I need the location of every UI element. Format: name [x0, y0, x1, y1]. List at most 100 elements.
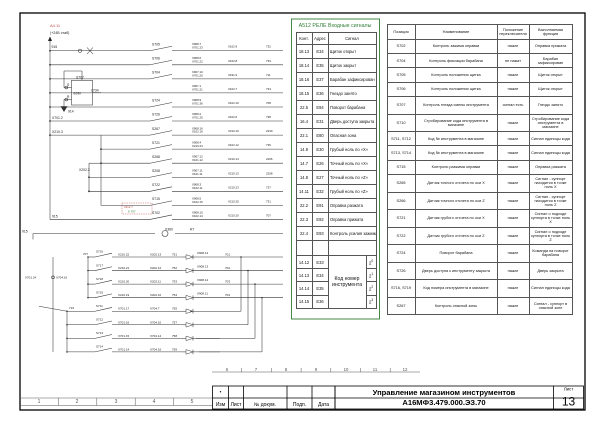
svg-text:915: 915 — [52, 45, 58, 49]
svg-text:4: 4 — [153, 399, 156, 405]
svg-text:701: 701 — [225, 253, 230, 257]
svg-text:X210.22: X210.22 — [118, 253, 130, 257]
svg-text:X102.14: X102.14 — [192, 214, 203, 218]
svg-text:S715: S715 — [152, 197, 160, 201]
svg-text:X210.3: X210.3 — [52, 130, 63, 134]
svg-text:X701.17: X701.17 — [118, 307, 130, 311]
svg-text:S: S — [67, 83, 70, 87]
svg-text:711: 711 — [266, 73, 271, 77]
svg-text:719: 719 — [69, 306, 74, 310]
svg-text:X102.10: X102.10 — [228, 101, 239, 105]
svg-text:X101.12: X101.12 — [192, 158, 203, 162]
svg-text:704: 704 — [225, 293, 230, 297]
svg-text:3112.7: 3112.7 — [124, 205, 133, 209]
svg-text:755: 755 — [172, 307, 177, 311]
svg-text:736: 736 — [266, 143, 271, 147]
svg-text:Лист: Лист — [564, 387, 573, 392]
svg-text:X701.2: X701.2 — [52, 116, 63, 120]
svg-text:S702: S702 — [152, 211, 160, 215]
svg-text:758: 758 — [172, 334, 177, 338]
svg-text:X701.22: X701.22 — [192, 59, 203, 63]
svg-text:X191.9: X191.9 — [228, 73, 238, 77]
svg-text:738: 738 — [266, 115, 271, 119]
svg-text:8: 8 — [285, 367, 288, 372]
svg-text:751: 751 — [172, 253, 177, 257]
svg-text:733: 733 — [266, 59, 271, 63]
svg-text:737: 737 — [266, 185, 271, 189]
svg-text:754: 754 — [172, 293, 177, 297]
svg-text:3: 3 — [115, 399, 118, 405]
svg-text:Изм: Изм — [216, 402, 226, 408]
svg-text:(+24В стаб): (+24В стаб) — [50, 31, 69, 35]
svg-text:X704.14: X704.14 — [150, 334, 162, 338]
svg-text:X102.15: X102.15 — [192, 200, 203, 204]
svg-text:734: 734 — [93, 89, 99, 93]
svg-text:X210.10: X210.10 — [228, 129, 239, 133]
svg-text:А4.11: А4.11 — [50, 23, 61, 28]
svg-text:X701.21: X701.21 — [192, 88, 203, 92]
svg-text:752: 752 — [172, 266, 177, 270]
svg-text:X360: X360 — [165, 228, 173, 232]
svg-text:X202.10: X202.10 — [150, 293, 162, 297]
svg-text:2206: 2206 — [266, 157, 273, 161]
svg-text:S707: S707 — [76, 76, 84, 80]
svg-text:707: 707 — [266, 213, 271, 217]
svg-text:731: 731 — [266, 199, 271, 203]
svg-text:X202.11: X202.11 — [150, 280, 161, 284]
svg-text:914: 914 — [68, 110, 74, 114]
svg-text:734: 734 — [266, 87, 271, 91]
svg-text:S719: S719 — [96, 290, 103, 294]
svg-text:X210.25: X210.25 — [228, 199, 239, 203]
svg-text:S716: S716 — [96, 250, 103, 254]
svg-text:R7: R7 — [190, 228, 194, 232]
svg-text:2230: 2230 — [266, 129, 273, 133]
svg-text:X162.9: X162.9 — [228, 45, 238, 49]
svg-text:703: 703 — [225, 280, 230, 284]
svg-text:S267: S267 — [152, 127, 160, 131]
svg-text:Лист: Лист — [231, 402, 243, 408]
svg-text:702: 702 — [225, 266, 230, 270]
svg-text:7: 7 — [255, 367, 258, 372]
svg-text:9: 9 — [315, 367, 318, 372]
svg-text:X704.16: X704.16 — [150, 347, 162, 351]
svg-text:1: 1 — [38, 399, 41, 405]
svg-text:X704.10: X704.10 — [150, 320, 162, 324]
svg-text:X701.16: X701.16 — [118, 320, 130, 324]
svg-text:S705: S705 — [152, 42, 160, 46]
svg-text:X202.13: X202.13 — [150, 253, 162, 257]
svg-text:X908.12: X908.12 — [197, 278, 209, 282]
svg-text:S712: S712 — [96, 317, 103, 321]
svg-text:X704.7: X704.7 — [150, 307, 160, 311]
svg-text:X102.6: X102.6 — [228, 115, 238, 119]
svg-text:X210.13: X210.13 — [228, 171, 239, 175]
svg-text:X210.24: X210.24 — [192, 144, 203, 148]
svg-text:Управление магазином инструмен: Управление магазином инструментов — [373, 388, 516, 397]
svg-text:X701.15: X701.15 — [118, 334, 130, 338]
svg-text:X210.20: X210.20 — [118, 280, 130, 284]
svg-text:•: • — [220, 390, 222, 396]
svg-text:X210.23: X210.23 — [228, 185, 239, 189]
svg-text:X701.36: X701.36 — [192, 102, 203, 106]
svg-text:R: R — [67, 95, 70, 99]
svg-text:X202.12: X202.12 — [150, 266, 162, 270]
svg-text:S717: S717 — [96, 263, 103, 267]
svg-text:S718: S718 — [96, 277, 103, 281]
svg-text:X102.12: X102.12 — [228, 143, 239, 147]
svg-text:X210.19: X210.19 — [118, 293, 130, 297]
svg-text:S208: S208 — [152, 169, 160, 173]
svg-text:13: 13 — [562, 395, 576, 409]
svg-text:708: 708 — [266, 101, 271, 105]
svg-text:X908.13: X908.13 — [197, 265, 209, 269]
svg-text:X701.20: X701.20 — [192, 116, 203, 120]
svg-text:К 707: К 707 — [128, 210, 136, 214]
svg-text:X704.16: X704.16 — [56, 275, 68, 279]
svg-text:X210.14: X210.14 — [228, 157, 239, 161]
svg-text:10: 10 — [344, 367, 349, 372]
svg-text:757: 757 — [172, 320, 177, 324]
svg-text:X908.11: X908.11 — [197, 292, 208, 296]
svg-text:6: 6 — [226, 367, 229, 372]
svg-text:S722: S722 — [152, 183, 160, 187]
svg-text:X102.16: X102.16 — [192, 130, 203, 134]
svg-text:12: 12 — [403, 367, 408, 372]
svg-text:X202.2: X202.2 — [79, 168, 90, 172]
